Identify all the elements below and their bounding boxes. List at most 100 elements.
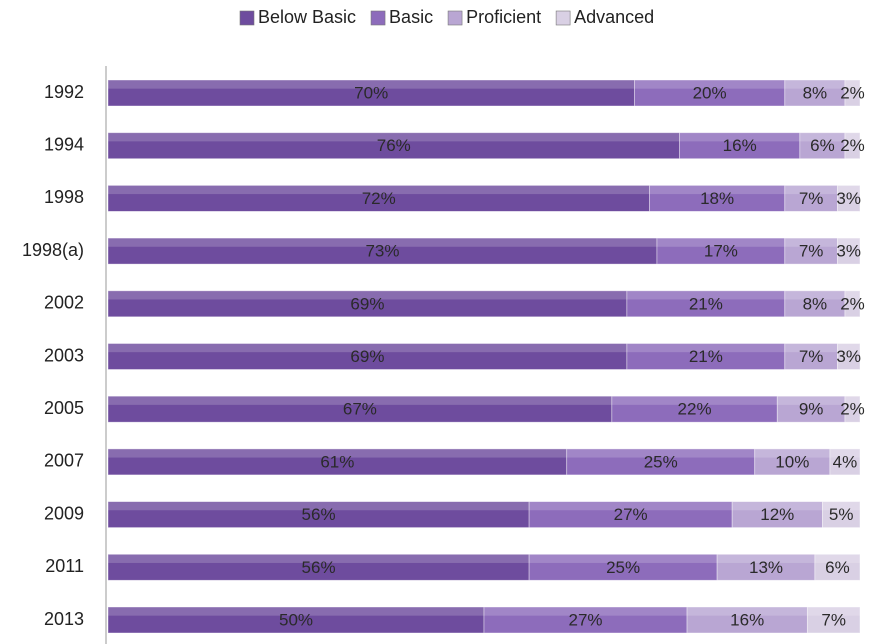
legend-swatch xyxy=(239,10,255,26)
y-tick-label: 2002 xyxy=(44,293,84,313)
bar-segment xyxy=(528,501,733,529)
bar-segment xyxy=(754,448,831,476)
bar-segment xyxy=(107,184,650,212)
bar-highlight xyxy=(626,290,785,300)
legend-swatch xyxy=(555,10,571,26)
value-label: 4% xyxy=(833,452,858,471)
bar-segment xyxy=(814,553,861,581)
bar-segment xyxy=(679,132,801,160)
bar-highlight xyxy=(108,607,484,616)
bar-segment xyxy=(566,448,756,476)
value-label: 8% xyxy=(803,294,828,313)
value-label: 7% xyxy=(799,347,824,366)
bar-highlight xyxy=(108,238,657,247)
bar-highlight xyxy=(611,396,778,405)
value-label: 12% xyxy=(760,505,794,524)
value-label: 5% xyxy=(829,505,854,524)
value-label: 69% xyxy=(350,347,384,366)
value-label: 50% xyxy=(279,610,313,629)
bar-highlight xyxy=(777,396,845,405)
bar-segment xyxy=(528,553,718,581)
bar-segment xyxy=(837,343,861,370)
value-label: 27% xyxy=(614,505,648,524)
bar-highlight xyxy=(626,343,785,353)
bar-highlight xyxy=(784,80,845,89)
bar-highlight xyxy=(844,290,860,300)
bar-highlight xyxy=(837,238,860,247)
value-label: 16% xyxy=(730,610,764,629)
bar-highlight xyxy=(108,343,627,353)
bar-highlight xyxy=(108,290,627,300)
value-label: 2% xyxy=(840,294,865,313)
value-label: 69% xyxy=(350,294,384,313)
value-label: 27% xyxy=(569,610,603,629)
value-label: 10% xyxy=(775,452,809,471)
bar-highlight xyxy=(844,132,860,142)
value-label: 3% xyxy=(836,347,861,366)
value-label: 76% xyxy=(377,136,411,155)
y-tick-label: 2007 xyxy=(44,451,84,471)
value-label: 61% xyxy=(320,452,354,471)
bar-segment xyxy=(784,290,846,318)
bar-highlight xyxy=(529,554,718,563)
bar-highlight xyxy=(784,290,845,300)
bar-highlight xyxy=(108,554,530,563)
value-label: 21% xyxy=(689,294,723,313)
bar-segment xyxy=(731,501,823,529)
value-label: 7% xyxy=(799,189,824,208)
bar-highlight xyxy=(844,396,860,405)
legend-label: Below Basic xyxy=(258,7,356,27)
value-label: 7% xyxy=(821,610,846,629)
value-label: 9% xyxy=(799,400,824,419)
legend-swatch xyxy=(447,10,463,26)
value-label: 67% xyxy=(343,400,377,419)
y-tick-label: 2009 xyxy=(44,503,84,523)
y-tick-label: 1998(a) xyxy=(22,240,84,260)
bar-highlight xyxy=(108,396,612,405)
value-label: 56% xyxy=(302,558,336,577)
bar-highlight xyxy=(822,501,860,511)
bar-segment xyxy=(799,132,846,160)
bar-segment xyxy=(107,501,530,529)
bar-highlight xyxy=(108,132,680,142)
bar-highlight xyxy=(108,185,650,195)
legend-label: Proficient xyxy=(466,7,541,27)
bar-segment xyxy=(626,290,786,318)
bar-segment xyxy=(107,606,485,634)
value-label: 2% xyxy=(840,83,865,102)
bar-segment xyxy=(107,343,628,370)
bar-highlight xyxy=(687,607,808,616)
bar-highlight xyxy=(656,238,785,247)
bar-segment xyxy=(107,448,568,476)
bar-segment xyxy=(844,132,861,160)
bar-segment xyxy=(656,237,786,265)
bar-highlight xyxy=(679,132,800,142)
y-tick-label: 2011 xyxy=(45,556,84,576)
value-label: 17% xyxy=(704,242,738,261)
value-label: 6% xyxy=(825,558,850,577)
bar-segment xyxy=(844,79,861,107)
bar-highlight xyxy=(784,185,838,195)
value-label: 16% xyxy=(723,136,757,155)
y-tick-label: 2003 xyxy=(44,345,84,365)
bar-highlight xyxy=(108,448,567,458)
bar-highlight xyxy=(108,501,530,511)
bar-highlight xyxy=(529,501,733,511)
legend-swatch xyxy=(370,10,386,26)
bar-highlight xyxy=(566,448,755,458)
bar-highlight xyxy=(108,80,635,89)
bar-segment xyxy=(829,448,861,476)
bar-segment xyxy=(634,79,786,107)
bar-segment xyxy=(107,395,613,423)
legend-label: Basic xyxy=(389,7,433,27)
bar-segment xyxy=(784,184,838,212)
bar-segment xyxy=(837,184,861,212)
bar-segment xyxy=(837,237,861,265)
bar-highlight xyxy=(784,238,838,247)
value-label: 2% xyxy=(840,136,865,155)
bar-segment xyxy=(649,184,786,212)
bar-segment xyxy=(844,290,861,318)
bar-segment xyxy=(686,606,808,634)
bar-segment xyxy=(611,395,778,423)
